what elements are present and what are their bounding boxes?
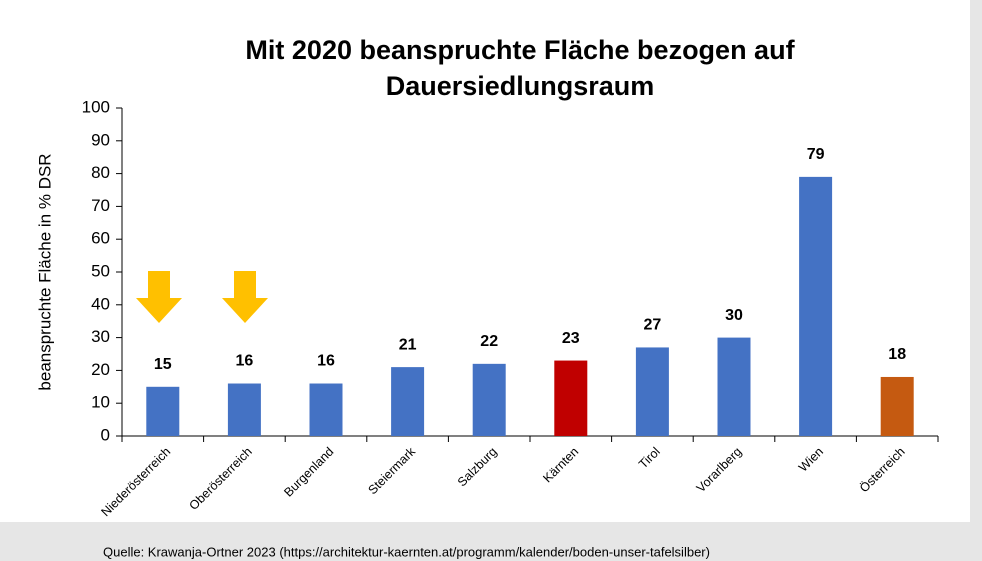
bar: [146, 386, 180, 436]
value-label: 15: [154, 356, 172, 373]
y-tick-label: 80: [91, 163, 110, 182]
bar: [227, 383, 261, 436]
arrow: [136, 271, 182, 323]
y-tick-label: 20: [91, 360, 110, 379]
bar: [635, 347, 669, 436]
y-tick-label: 40: [91, 294, 110, 313]
bar: [554, 360, 588, 436]
value-label: 16: [317, 353, 335, 370]
chart-title: Dauersiedlungsraum: [386, 71, 655, 101]
bar: [880, 376, 914, 436]
y-tick-label: 60: [91, 229, 110, 248]
y-tick-label: 30: [91, 327, 110, 346]
y-tick-label: 70: [91, 196, 110, 215]
bar: [309, 383, 343, 436]
arrow: [222, 271, 268, 323]
y-tick-label: 0: [101, 425, 110, 444]
y-tick-label: 50: [91, 261, 110, 280]
bar: [717, 337, 751, 436]
value-label: 79: [807, 146, 825, 163]
value-label: 16: [236, 353, 254, 370]
y-tick-label: 100: [82, 97, 110, 116]
value-label: 27: [644, 317, 662, 334]
bar: [472, 363, 506, 436]
y-axis-label: beanspruchte Fläche in % DSR: [35, 153, 54, 390]
value-label: 23: [562, 330, 580, 347]
value-label: 22: [480, 333, 498, 350]
bar: [391, 367, 425, 436]
value-label: 21: [399, 336, 417, 353]
chart-title: Mit 2020 beanspruchte Fläche bezogen auf: [245, 35, 795, 65]
value-label: 18: [888, 346, 906, 363]
y-tick-label: 10: [91, 393, 110, 412]
y-tick-label: 90: [91, 130, 110, 149]
value-label: 30: [725, 307, 743, 324]
bar: [799, 176, 833, 436]
source: Quelle: Krawanja-Ortner 2023 (https://ar…: [103, 544, 710, 559]
